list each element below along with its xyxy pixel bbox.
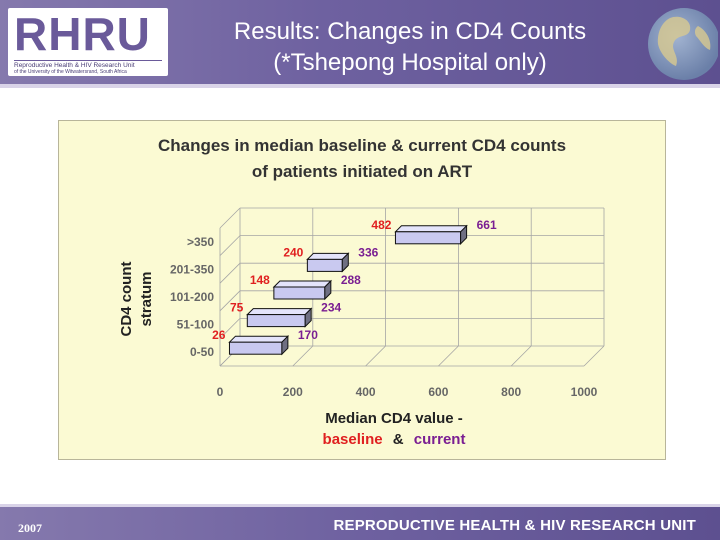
grid-floor-line: [292, 345, 314, 367]
y-tick-label: 201-350: [170, 262, 214, 276]
y-tick-label: 51-100: [177, 318, 215, 332]
footer-bar: 2007 REPRODUCTIVE HEALTH & HIV RESEARCH …: [0, 504, 720, 540]
y-tick-label: 0-50: [190, 345, 214, 359]
slide-title: Results: Changes in CD4 Counts (*Tshepon…: [180, 16, 640, 78]
chart-ticks: 0 200 400 600 800 1000 0-50 51-100 101-200 201-35…: [170, 235, 598, 399]
current-value-label: 288: [341, 273, 361, 287]
bar-top-face: [272, 280, 333, 288]
baseline-value-label: 482: [371, 218, 391, 232]
globe-icon: [648, 8, 718, 80]
x-axis-label-baseline: baseline: [323, 431, 383, 448]
current-value-label: 661: [477, 218, 497, 232]
x-tick-label: 1000: [571, 385, 598, 399]
current-value-label: 170: [298, 328, 318, 342]
bar-front-face: [306, 258, 343, 272]
x-axis-label-amp: &: [393, 431, 404, 448]
bar-front-face: [273, 286, 326, 300]
x-tick-label: 0: [217, 385, 224, 399]
chart-title-line2: of patients initiated on ART: [252, 162, 473, 181]
chart-panel: Changes in median baseline & current CD4…: [58, 120, 666, 460]
footer-year: 2007: [18, 521, 42, 535]
slide-title-line2: (*Tshepong Hospital only): [273, 49, 547, 76]
grid-line-horizontal: [219, 262, 604, 284]
x-tick-label: 800: [501, 385, 521, 399]
x-axis-label-line2: baseline & current: [323, 431, 466, 448]
grid-floor-line: [438, 345, 459, 367]
logo-rule: [14, 60, 162, 61]
x-axis-label-line1: Median CD4 value -: [325, 410, 463, 427]
bar-top-face: [306, 252, 350, 260]
footer-unit-name: REPRODUCTIVE HEALTH & HIV RESEARCH UNIT: [333, 517, 696, 534]
bar-front-face: [246, 314, 306, 328]
baseline-value-label: 240: [283, 245, 303, 259]
bar-front-face: [394, 231, 462, 245]
bar-side-face: [281, 334, 289, 356]
logo-text: RHRU: [14, 8, 151, 60]
bar-top-face: [394, 225, 468, 233]
rhru-logo: RHRU Reproductive Health & HIV Research …: [8, 8, 168, 76]
bar-side-face: [324, 279, 332, 301]
x-tick-label: 600: [428, 385, 448, 399]
bar-top-face: [246, 308, 313, 316]
baseline-value-label: 75: [230, 301, 244, 315]
baseline-value-label: 26: [212, 328, 226, 342]
logo-subtitle: Reproductive Health & HIV Research Unit: [14, 62, 135, 69]
grid-floor-line: [510, 345, 532, 367]
chart-data-labels: 482 661 240 336 148 288 75 234 26 170: [212, 218, 497, 342]
bar-side-face: [304, 307, 312, 328]
x-tick-label: 400: [356, 385, 376, 399]
y-axis-label-line1: CD4 count: [118, 261, 135, 336]
y-tick-label: >350: [187, 235, 214, 249]
header-divider: [0, 84, 720, 88]
y-tick-label: 101-200: [170, 290, 214, 304]
chart-title-line1: Changes in median baseline & current CD4…: [158, 136, 566, 155]
grid-floor-line: [583, 345, 605, 367]
bar-side-face: [460, 224, 468, 246]
bar-side-face: [341, 252, 349, 273]
logo-subtitle-2: of the University of the Witwatersrand, …: [14, 69, 127, 75]
current-value-label: 234: [321, 301, 341, 315]
y-axis-label-line2: stratum: [138, 271, 155, 326]
x-axis-label-current: current: [414, 431, 466, 448]
baseline-value-label: 148: [250, 273, 270, 287]
grid-side-top: [219, 207, 241, 229]
slide-title-line1: Results: Changes in CD4 Counts: [233, 18, 587, 45]
grid-floor-line: [365, 345, 386, 367]
chart-bars: [228, 224, 468, 356]
bar-front-face: [228, 341, 283, 355]
current-value-label: 336: [358, 245, 378, 259]
bar-top-face: [228, 335, 290, 343]
cd4-bar-chart: Changes in median baseline & current CD4…: [118, 136, 605, 448]
x-tick-label: 200: [283, 385, 303, 399]
chart-grid: [219, 207, 605, 367]
